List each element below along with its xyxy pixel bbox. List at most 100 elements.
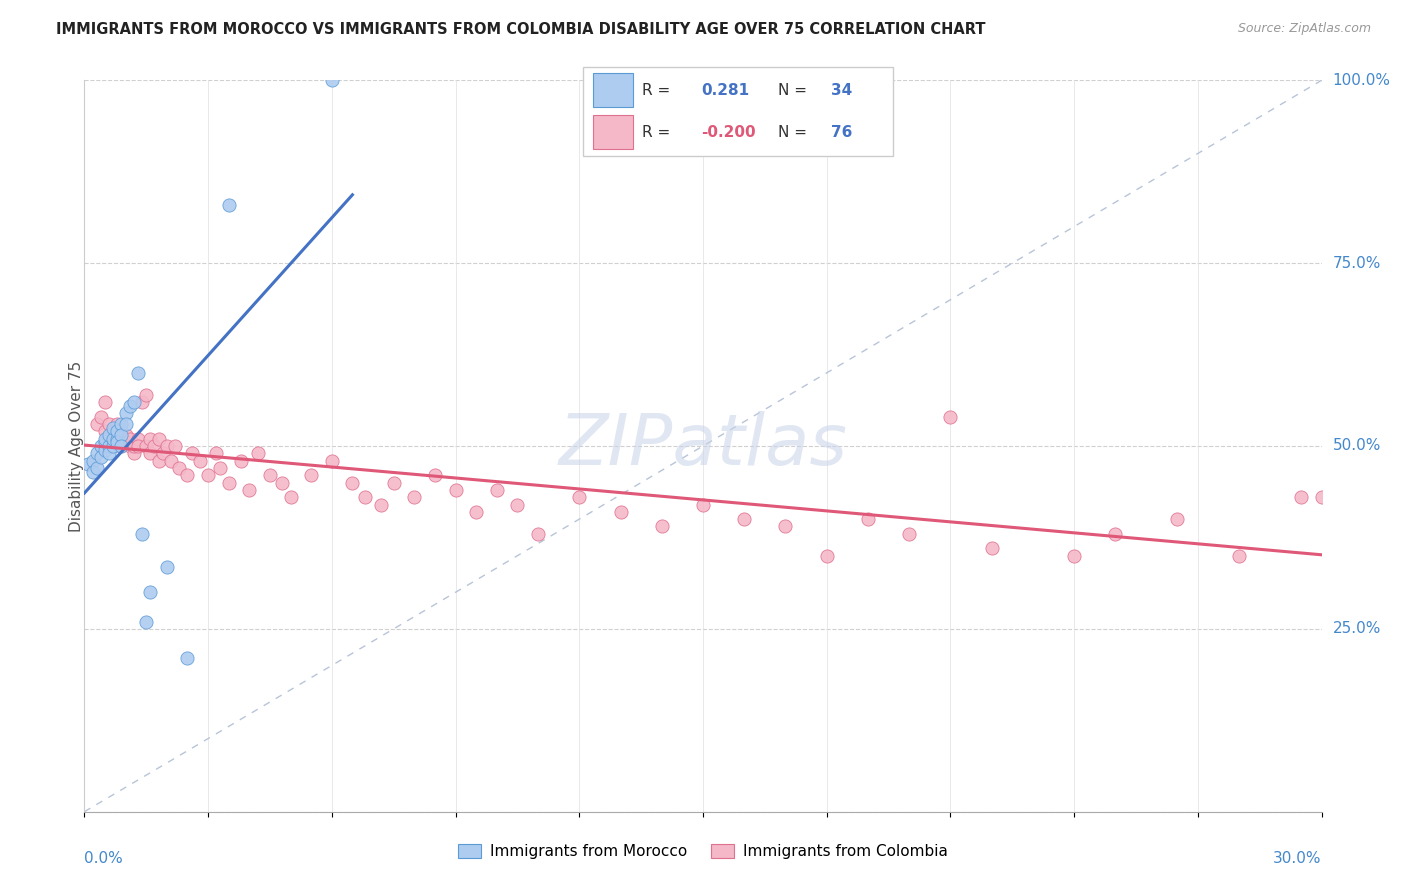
Point — [94, 442, 117, 457]
Point — [218, 475, 240, 490]
Text: 25.0%: 25.0% — [1333, 622, 1381, 636]
Point — [105, 432, 128, 446]
Point — [271, 475, 294, 490]
Text: 76: 76 — [831, 125, 852, 139]
Point — [98, 446, 121, 460]
Point — [90, 450, 112, 464]
Point — [94, 432, 117, 446]
Point — [321, 73, 343, 87]
Point — [98, 417, 121, 431]
Text: 34: 34 — [831, 83, 852, 97]
Point — [86, 461, 108, 475]
Point — [86, 446, 108, 460]
Point — [105, 425, 128, 439]
Point — [775, 519, 797, 533]
Point — [82, 465, 104, 479]
Legend: Immigrants from Morocco, Immigrants from Colombia: Immigrants from Morocco, Immigrants from… — [458, 844, 948, 859]
Point — [692, 498, 714, 512]
Point — [135, 615, 157, 629]
Point — [143, 439, 166, 453]
Point — [114, 406, 136, 420]
Point — [118, 399, 141, 413]
Point — [148, 432, 170, 446]
Point — [527, 526, 550, 541]
Point — [82, 453, 104, 467]
Point — [238, 483, 260, 497]
Point — [139, 585, 162, 599]
Point — [90, 439, 112, 453]
Text: 75.0%: 75.0% — [1333, 256, 1381, 270]
Point — [1104, 526, 1126, 541]
Point — [103, 425, 125, 439]
Text: 100.0%: 100.0% — [1333, 73, 1391, 87]
Point — [127, 366, 149, 380]
Point — [77, 457, 100, 471]
Point — [86, 417, 108, 431]
Point — [114, 428, 136, 442]
Text: N =: N = — [779, 83, 807, 97]
Point — [176, 468, 198, 483]
Point — [94, 425, 117, 439]
Point — [105, 417, 128, 431]
Point — [135, 388, 157, 402]
Point — [197, 468, 219, 483]
Point — [259, 468, 281, 483]
Point — [127, 432, 149, 446]
Point — [131, 526, 153, 541]
Point — [205, 446, 228, 460]
Point — [103, 439, 125, 453]
Point — [609, 505, 631, 519]
Text: 0.0%: 0.0% — [84, 851, 124, 865]
Point — [105, 432, 128, 446]
Point — [98, 439, 121, 453]
Point — [180, 446, 202, 460]
Point — [188, 453, 211, 467]
Point — [103, 421, 125, 435]
Point — [404, 490, 426, 504]
Point — [103, 432, 125, 446]
Point — [733, 512, 755, 526]
Point — [1063, 549, 1085, 563]
Point — [165, 439, 187, 453]
Point — [118, 432, 141, 446]
Point — [485, 483, 508, 497]
Text: R =: R = — [643, 83, 671, 97]
Point — [1310, 490, 1333, 504]
Point — [122, 395, 145, 409]
Point — [353, 490, 375, 504]
Point — [110, 428, 132, 442]
Point — [105, 435, 128, 450]
Text: 50.0%: 50.0% — [1333, 439, 1381, 453]
Point — [209, 461, 232, 475]
Point — [114, 435, 136, 450]
Point — [114, 417, 136, 431]
Point — [156, 559, 179, 574]
Point — [110, 417, 132, 431]
Point — [156, 439, 179, 453]
Point — [568, 490, 591, 504]
Point — [280, 490, 302, 504]
Point — [139, 446, 162, 460]
Point — [246, 446, 269, 460]
Point — [139, 432, 162, 446]
Text: R =: R = — [643, 125, 671, 139]
Point — [980, 541, 1002, 556]
Point — [898, 526, 921, 541]
Point — [152, 446, 174, 460]
Point — [110, 439, 132, 453]
Point — [423, 468, 446, 483]
Point — [118, 439, 141, 453]
Point — [370, 498, 392, 512]
Point — [506, 498, 529, 512]
Point — [382, 475, 405, 490]
Point — [815, 549, 838, 563]
Point — [127, 439, 149, 453]
Text: ZIPatlas: ZIPatlas — [558, 411, 848, 481]
Point — [122, 446, 145, 460]
Point — [218, 197, 240, 211]
Point — [342, 475, 364, 490]
Point — [1166, 512, 1188, 526]
Point — [160, 453, 183, 467]
Y-axis label: Disability Age Over 75: Disability Age Over 75 — [69, 360, 83, 532]
Point — [167, 461, 190, 475]
